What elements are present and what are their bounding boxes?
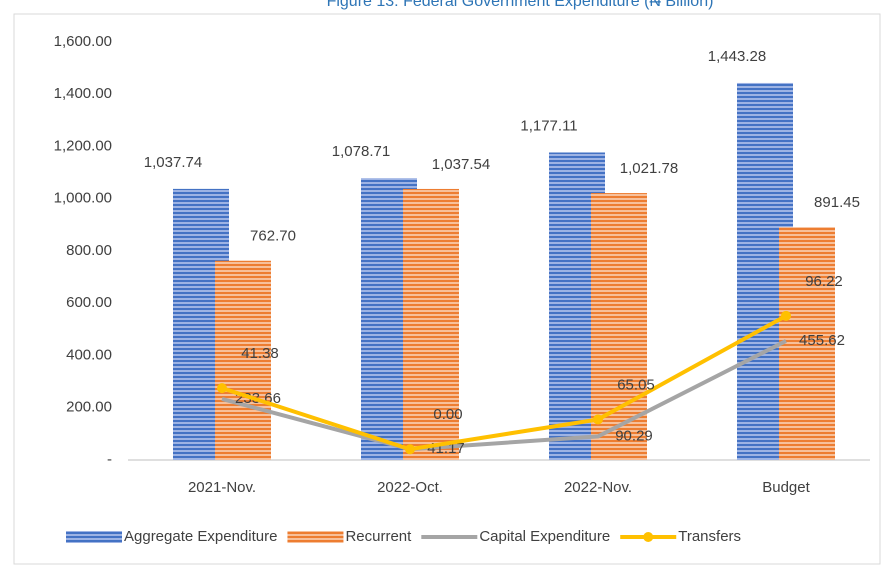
data-label: 1,037.54 [432, 156, 490, 173]
legend-label: Aggregate Expenditure [124, 528, 277, 545]
marker [593, 414, 603, 425]
y-tick-label: 1,000.00 [54, 190, 112, 207]
data-label: 65.05 [617, 376, 655, 393]
legend-marker [643, 532, 654, 542]
data-label: 1,443.28 [708, 48, 766, 65]
legend-swatch [66, 531, 122, 543]
line [221, 339, 787, 452]
x-tick-label: 2022-Nov. [564, 479, 632, 496]
data-label: 762.70 [250, 228, 296, 245]
data-label: 1,078.71 [332, 143, 390, 160]
x-tick-label: 2022-Oct. [377, 479, 443, 496]
y-tick-label: 600.00 [66, 294, 112, 311]
x-tick-label: Budget [762, 479, 810, 496]
data-label: 90.29 [615, 427, 653, 444]
y-tick-label: 800.00 [66, 242, 112, 259]
data-label: 1,177.11 [520, 117, 577, 134]
chart-title: Figure 13: Federal Government Expenditur… [327, 0, 714, 10]
marker [405, 444, 415, 455]
data-label: 0.00 [433, 406, 462, 423]
bar [779, 227, 835, 460]
legend-label: Capital Expenditure [479, 528, 610, 545]
y-tick-label: 200.00 [66, 399, 112, 416]
chart-border [13, 13, 881, 565]
x-tick-label: 2021-Nov. [188, 479, 256, 496]
y-tick-label: 1,600.00 [54, 33, 112, 50]
y-tick-label: 1,400.00 [54, 85, 112, 102]
marker [781, 310, 791, 321]
legend-label: Transfers [678, 528, 741, 545]
data-label: 455.62 [799, 332, 845, 349]
data-label: 1,021.78 [620, 160, 678, 177]
legend-swatch [287, 531, 344, 543]
line [221, 314, 787, 452]
bar [215, 260, 271, 460]
legend-label: Recurrent [345, 528, 412, 545]
marker [217, 383, 227, 394]
data-label: 41.38 [241, 345, 279, 362]
y-tick-label: - [107, 451, 112, 468]
data-label: 1,037.74 [144, 154, 202, 171]
data-label: 891.45 [814, 194, 860, 211]
bar [403, 188, 459, 460]
data-label: 96.22 [805, 273, 843, 290]
y-tick-label: 400.00 [66, 346, 112, 363]
y-tick-label: 1,200.00 [54, 137, 112, 154]
